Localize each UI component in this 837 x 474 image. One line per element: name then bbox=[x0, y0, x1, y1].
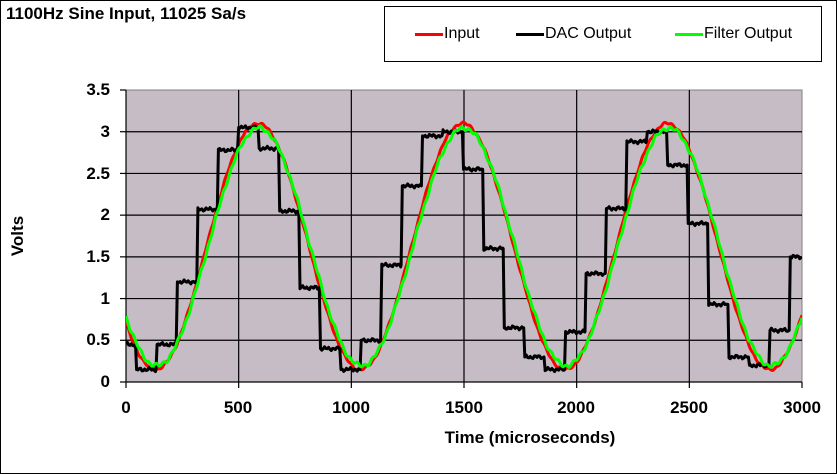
legend-swatch-filter-output bbox=[675, 32, 703, 36]
legend-item-dac-output: DAC Output bbox=[516, 25, 631, 43]
y-tick-label: 2.5 bbox=[86, 164, 110, 183]
x-tick-label: 2500 bbox=[670, 398, 708, 417]
y-tick-label: 2 bbox=[100, 205, 110, 224]
y-tick-label: 1.5 bbox=[86, 247, 110, 266]
x-tick-label: 500 bbox=[223, 398, 253, 417]
legend-swatch-input bbox=[415, 32, 443, 36]
series-dac-output-line bbox=[126, 124, 802, 374]
y-tick-label: 3 bbox=[100, 122, 110, 141]
legend-item-input: Input bbox=[415, 25, 480, 43]
x-tick-label: 0 bbox=[121, 398, 131, 417]
x-axis-label: Time (microseconds) bbox=[444, 428, 616, 447]
x-tick-label: 1500 bbox=[445, 398, 483, 417]
y-axis-label: Volts bbox=[8, 215, 27, 257]
y-tick-label: 1 bbox=[100, 289, 110, 308]
x-tick-label: 2000 bbox=[557, 398, 595, 417]
legend-label-filter-output: Filter Output bbox=[704, 25, 793, 42]
legend-label-dac-output: DAC Output bbox=[545, 25, 632, 42]
series-lines bbox=[126, 120, 802, 374]
chart-title: 1100Hz Sine Input, 11025 Sa/s bbox=[6, 4, 247, 23]
y-tick-label: 0 bbox=[100, 372, 110, 391]
y-tick-label: 3.5 bbox=[86, 80, 110, 99]
y-tick-label: 0.5 bbox=[86, 330, 110, 349]
legend-label-input: Input bbox=[444, 25, 480, 42]
legend-item-filter-output: Filter Output bbox=[675, 25, 792, 43]
x-tick-label: 1000 bbox=[332, 398, 370, 417]
x-tick-label: 3000 bbox=[783, 398, 821, 417]
legend-swatch-dac-output bbox=[516, 32, 544, 36]
axes bbox=[120, 89, 803, 388]
legend: Input DAC Output Filter Output bbox=[384, 6, 822, 62]
series-filter-output-line bbox=[126, 124, 802, 369]
